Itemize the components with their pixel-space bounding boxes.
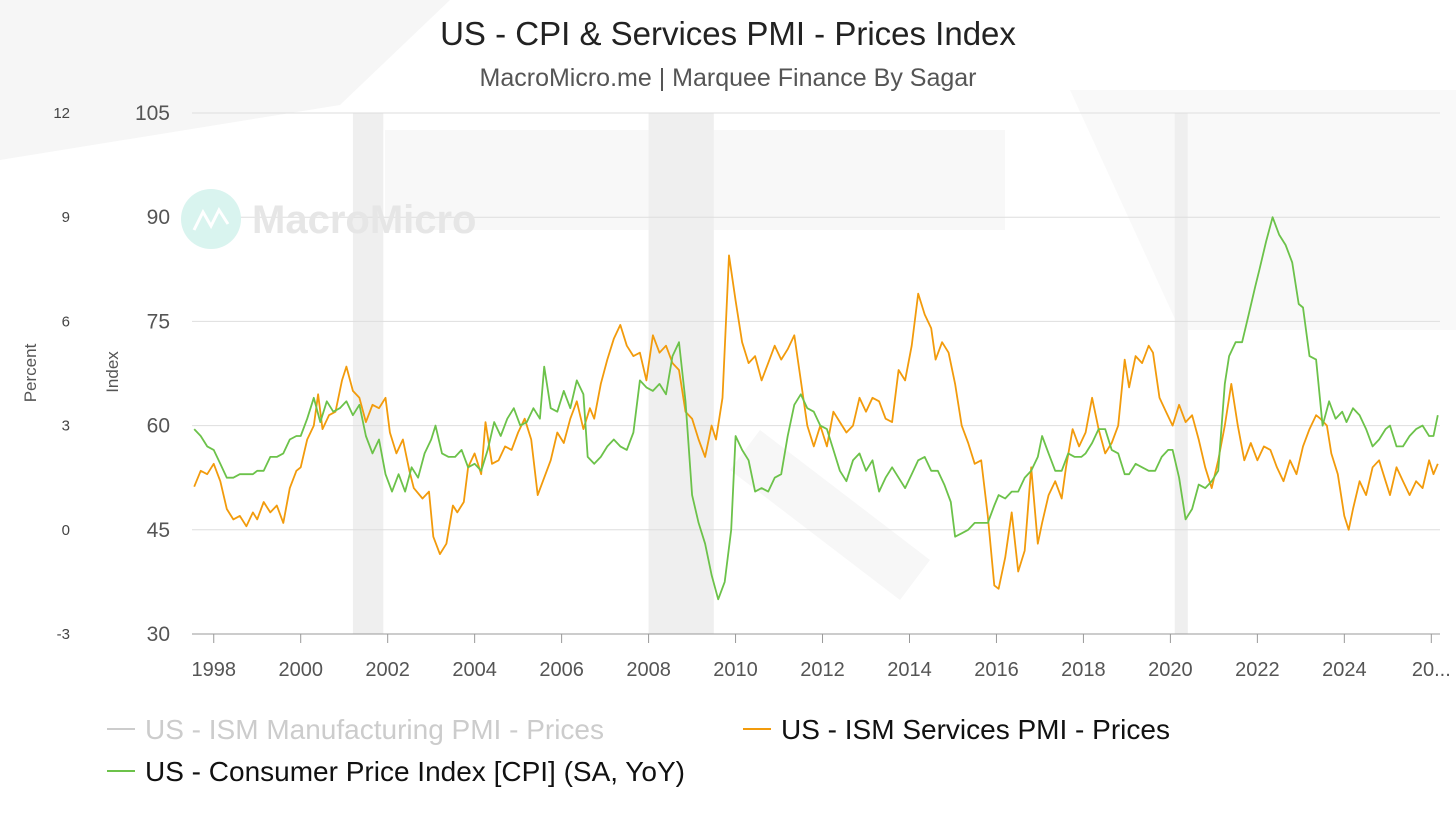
x-tick-label: 2022 <box>1235 659 1280 681</box>
watermark-logo: MacroMicro <box>181 189 477 249</box>
x-tick-label: 2012 <box>800 659 845 681</box>
chart-title: US - CPI & Services PMI - Prices Index <box>440 15 1016 52</box>
y-right-axis-title: Index <box>103 351 122 393</box>
x-tick-label: 2004 <box>452 659 497 681</box>
y-left-tick-label: -3 <box>57 626 70 643</box>
x-tick-label: 2024 <box>1322 659 1367 681</box>
legend-label: US - Consumer Price Index [CPI] (SA, YoY… <box>145 756 685 787</box>
y-left-tick-label: 9 <box>62 209 70 226</box>
series-layer <box>193 216 1439 601</box>
recession-bands <box>352 113 1188 634</box>
y-left-axis-title: Percent <box>21 343 40 402</box>
watermark-text: MacroMicro <box>252 198 477 242</box>
axes: -3 0 3 6 9 12 30 45 60 75 90 105 1998 2000 2002 2004 200… <box>53 102 1450 681</box>
chart-subtitle: MacroMicro.me | Marquee Finance By Sagar <box>480 64 977 92</box>
y-left-tick-label: 6 <box>62 313 70 330</box>
recession-band <box>1174 113 1188 634</box>
x-tick-label: 2000 <box>278 659 323 681</box>
legend-label: US - ISM Manufacturing PMI - Prices <box>145 714 604 745</box>
background-watermark-shapes <box>0 0 1456 600</box>
watermark-chart-icon <box>192 206 230 231</box>
x-tick-label: 2002 <box>365 659 410 681</box>
x-tick-label: 20... <box>1412 659 1451 681</box>
legend: US - ISM Manufacturing PMI - Prices US - … <box>107 714 1170 787</box>
recession-band <box>352 113 384 634</box>
x-tick-label: 2006 <box>539 659 584 681</box>
y-right-tick-label: 90 <box>147 206 170 229</box>
y-left-tick-label: 12 <box>53 105 70 122</box>
y-right-tick-label: 60 <box>147 415 170 438</box>
y-right-tick-label: 105 <box>135 102 170 125</box>
y-right-tick-label: 45 <box>147 519 170 542</box>
legend-label: US - ISM Services PMI - Prices <box>781 714 1170 745</box>
x-tick-label: 2016 <box>974 659 1019 681</box>
x-tick-label: 1998 <box>191 659 236 681</box>
legend-item-1[interactable]: US - ISM Services PMI - Prices <box>743 714 1170 745</box>
legend-item-2[interactable]: US - Consumer Price Index [CPI] (SA, YoY… <box>107 756 685 787</box>
y-right-tick-label: 75 <box>147 310 170 333</box>
watermark-logo-icon <box>181 189 241 249</box>
series-line-1 <box>193 254 1439 590</box>
x-tick-label: 2010 <box>713 659 758 681</box>
y-left-tick-label: 3 <box>62 418 70 435</box>
x-tick-label: 2020 <box>1148 659 1193 681</box>
y-right-tick-label: 30 <box>147 623 170 646</box>
x-tick-label: 2018 <box>1061 659 1106 681</box>
x-tick-label: 2008 <box>626 659 671 681</box>
x-tick-label: 2014 <box>887 659 932 681</box>
series-line-2 <box>193 216 1439 601</box>
legend-item-0[interactable]: US - ISM Manufacturing PMI - Prices <box>107 714 604 745</box>
y-left-tick-label: 0 <box>62 522 70 539</box>
recession-band <box>648 113 714 634</box>
